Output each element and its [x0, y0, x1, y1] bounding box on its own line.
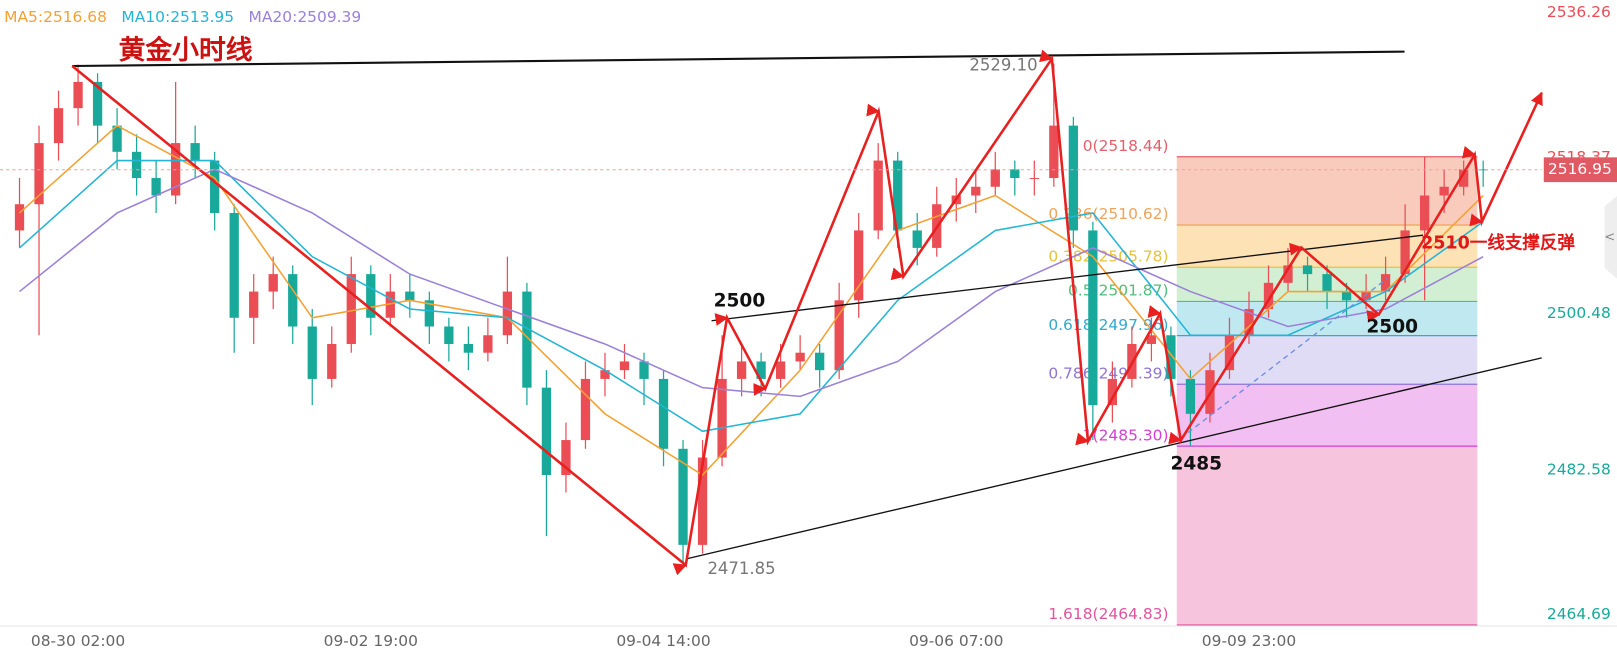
candle-body [561, 440, 571, 475]
candle-body [1439, 186, 1449, 196]
candle-body [131, 151, 142, 179]
candle-body [112, 125, 122, 152]
candle-body [1185, 378, 1196, 414]
candle-body [385, 291, 395, 318]
legend: MA5:2516.68 MA10:2513.95 MA20:2509.39 [4, 8, 361, 26]
candle-body [346, 274, 356, 344]
x-tick-label: 09-04 14:00 [616, 632, 710, 650]
candle-body [73, 81, 83, 109]
x-tick-label: 09-06 07:00 [909, 632, 1003, 650]
candle-body [249, 291, 259, 318]
candle-body [717, 378, 727, 458]
annotation: 2510一线支撑反弹 [1421, 232, 1575, 253]
candle-body [424, 300, 434, 327]
candle-body [92, 81, 103, 126]
y-tick-label: 2536.26 [1547, 3, 1611, 21]
candle-body [327, 343, 337, 379]
legend-entry: MA5:2516.68 [4, 8, 107, 26]
x-tick-label: 09-09 23:00 [1202, 632, 1296, 650]
zigzag-arrows [71, 49, 1543, 576]
candle-body [483, 335, 493, 353]
candle-body [580, 378, 591, 441]
annotation: 2500 [714, 291, 766, 312]
candle-body [1302, 265, 1313, 275]
candle-body [1322, 274, 1332, 292]
candle-body [1419, 195, 1430, 231]
y-tick-label: 2464.69 [1547, 605, 1611, 623]
candle-body [990, 169, 1000, 187]
annotation: 2500 [1366, 316, 1418, 337]
candle-body [522, 291, 532, 388]
candle-body [795, 352, 805, 362]
candle-body [288, 274, 298, 327]
candle-body [268, 274, 278, 292]
candle-body [912, 230, 922, 248]
candle-body [1341, 291, 1352, 301]
candle-body [444, 326, 454, 344]
candle-body [229, 212, 239, 318]
candle-body [14, 204, 25, 231]
price-marker: 2471.85 [707, 559, 775, 578]
candle-body [1010, 169, 1020, 179]
y-tick-label: 2500.48 [1547, 304, 1611, 322]
chart-title: 黄金小时线 [119, 34, 253, 66]
candle-body [658, 378, 669, 449]
candle-body [736, 361, 747, 379]
candle-body [190, 143, 200, 161]
price-marker: 2529.10 [969, 56, 1037, 75]
side-tab[interactable] [1604, 195, 1617, 279]
candle-body [307, 326, 317, 379]
fib-band [1176, 384, 1478, 447]
side-tab-icon[interactable]: < [1604, 230, 1615, 245]
fib-label: 0.382(2505.78) [1048, 247, 1168, 265]
candle-body [405, 291, 415, 301]
annotation: 2485 [1170, 454, 1222, 475]
candle-body [151, 178, 161, 196]
candle-body [53, 108, 64, 144]
candle-body [463, 343, 474, 353]
last-price: 2516.95 [0, 157, 1617, 183]
candle-body [873, 160, 883, 231]
candle-body [210, 160, 220, 213]
legend-entry: MA10:2513.95 [121, 8, 234, 26]
candle-body [502, 291, 513, 336]
candle-body [600, 370, 610, 379]
last-price-box [1543, 157, 1617, 183]
candle-body [34, 143, 44, 205]
fib-label: 0.5(2501.87) [1068, 282, 1169, 300]
fib-label: 0(2518.44) [1083, 137, 1169, 155]
candle-body [815, 352, 825, 371]
candle-body [639, 361, 649, 379]
candle-body [366, 274, 376, 318]
x-tick-label: 09-02 19:00 [324, 632, 418, 650]
candle-body [775, 361, 786, 379]
candle-body [1068, 125, 1078, 231]
candle-body [1029, 178, 1039, 180]
candle-body [971, 186, 981, 196]
fib-label: 1.618(2464.83) [1048, 605, 1168, 623]
last-price-label: 2516.95 [1548, 160, 1612, 178]
fib-band [1176, 156, 1478, 226]
y-tick-label: 2482.58 [1547, 460, 1611, 478]
candle-body [619, 361, 630, 371]
x-tick-label: 08-30 02:00 [31, 632, 125, 650]
legend-entry: MA20:2509.39 [249, 8, 362, 26]
candle-body [541, 387, 552, 475]
